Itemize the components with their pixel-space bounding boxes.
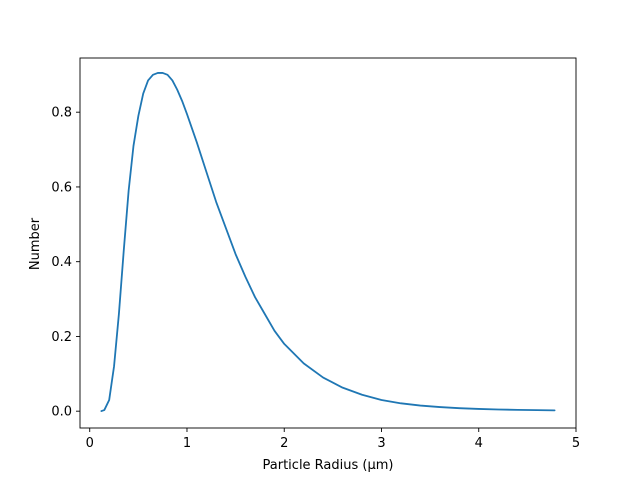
y-tick-label: 0.0 <box>51 405 72 420</box>
x-tick-label: 2 <box>280 436 288 451</box>
x-tick-label: 4 <box>475 436 483 451</box>
plot-area <box>79 57 577 429</box>
x-axis-title: Particle Radius (μm) <box>263 458 394 473</box>
plot-frame <box>79 57 577 429</box>
x-tick-label: 3 <box>377 436 385 451</box>
x-tick-label: 1 <box>183 436 191 451</box>
y-tick-label: 0.4 <box>51 255 72 270</box>
x-axis: 0 1 2 3 4 5 <box>86 428 580 451</box>
series-line <box>100 72 556 412</box>
y-axis: 0.0 0.2 0.4 0.6 0.8 <box>51 106 80 420</box>
y-axis-title: Number <box>28 217 43 270</box>
y-tick-label: 0.8 <box>51 106 72 121</box>
y-tick-label: 0.6 <box>51 180 72 195</box>
x-tick-label: 0 <box>86 436 94 451</box>
series-layer <box>100 72 556 412</box>
x-tick-label: 5 <box>572 436 580 451</box>
y-tick-label: 0.2 <box>51 330 72 345</box>
